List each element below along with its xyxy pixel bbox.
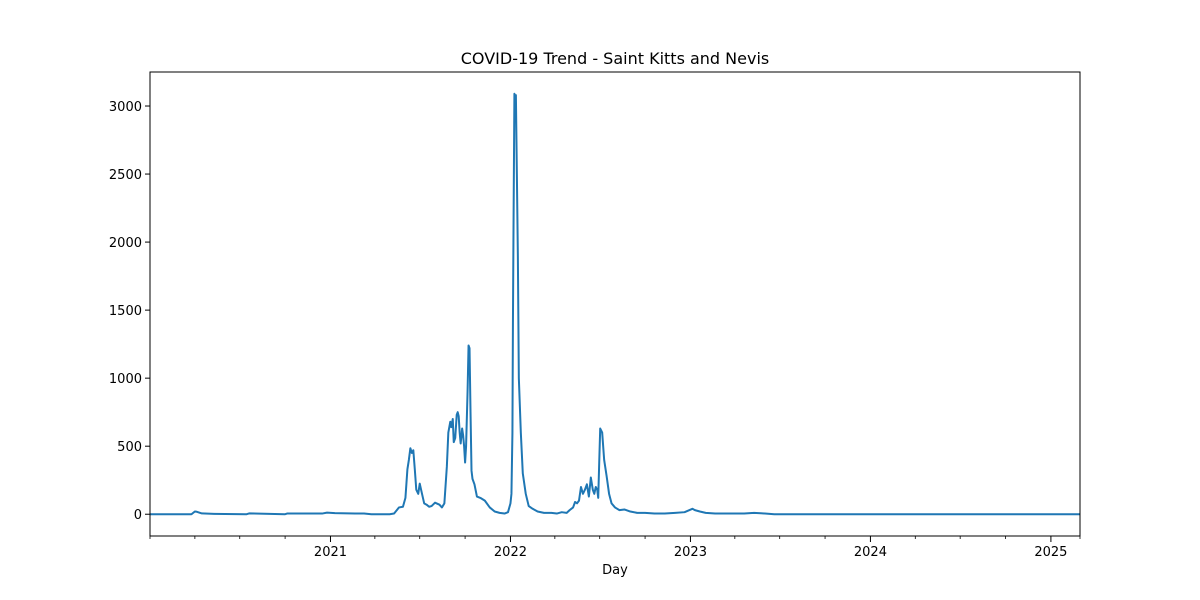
series-line [150, 92, 1080, 516]
x-axis-label: Day [602, 563, 628, 578]
y-tick-label: 500 [117, 440, 142, 455]
y-tick-label: 1500 [109, 304, 142, 319]
x-tick-label: 2021 [314, 545, 347, 560]
x-axis-ticks: 2021 2022 2023 2024 2025 [314, 536, 1067, 560]
y-tick-label: 2500 [109, 168, 142, 183]
y-tick-label: 2000 [109, 236, 142, 251]
y-tick-label: 1000 [109, 372, 142, 387]
y-tick-label: 3000 [109, 100, 142, 115]
x-tick-label: 2022 [494, 545, 527, 560]
x-tick-label: 2023 [674, 545, 707, 560]
y-axis-ticks: 0 500 1000 1500 2000 2500 3000 [109, 100, 150, 523]
plot-frame [149, 71, 1081, 537]
chart-title: COVID-19 Trend - Saint Kitts and Nevis [461, 49, 769, 68]
y-tick-label: 0 [134, 508, 142, 523]
x-tick-label: 2024 [854, 545, 887, 560]
x-tick-label: 2025 [1034, 545, 1067, 560]
